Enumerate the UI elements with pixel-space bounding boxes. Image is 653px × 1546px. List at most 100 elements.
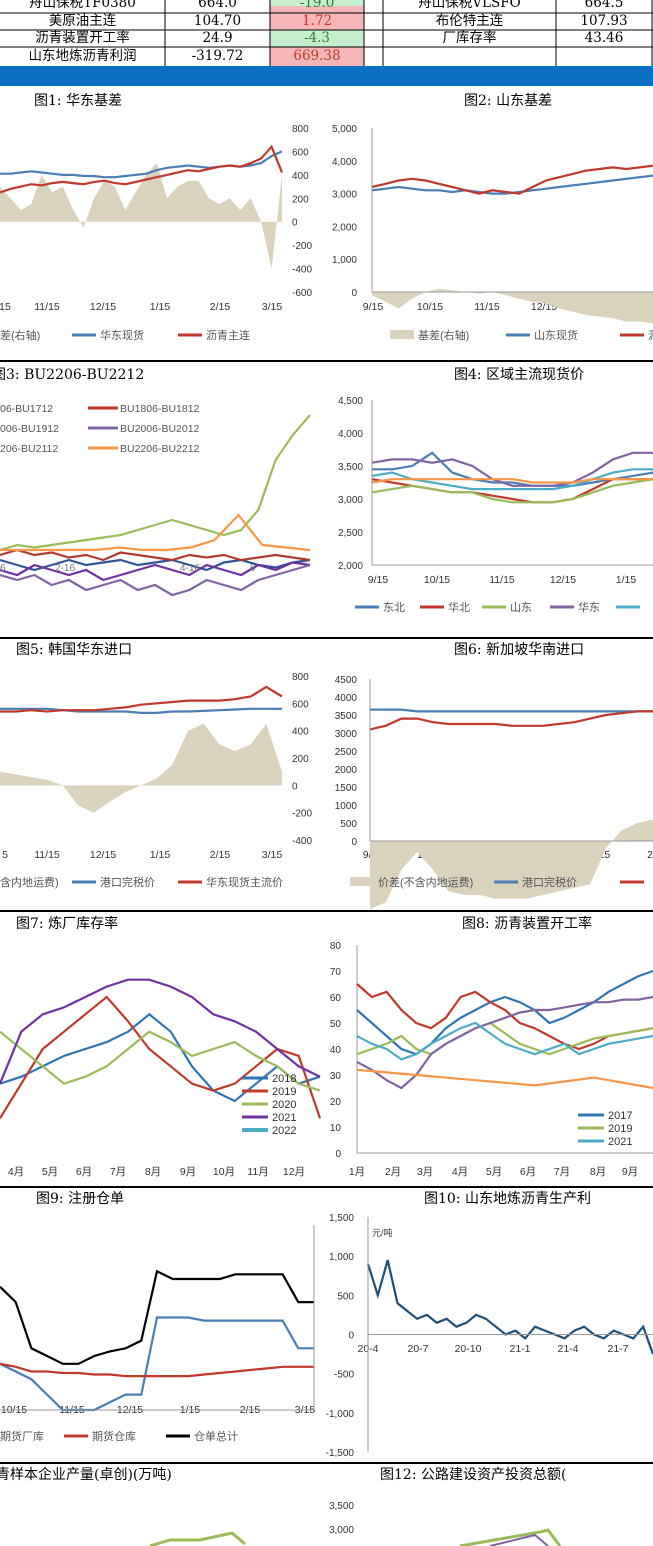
fig8-ytick: 10 [330, 1123, 342, 1134]
fig5-xtick: 1/15 [150, 849, 171, 861]
fig10-xtick: 21-4 [557, 1343, 578, 1355]
fig5-ytick: 400 [292, 727, 309, 738]
fig10-xtick: 20-10 [455, 1343, 482, 1355]
fig10-ytick: -1,500 [326, 1448, 355, 1459]
cell-r0-value: 664.0 [198, 0, 237, 11]
fig1-ytick: 600 [292, 147, 309, 158]
table-grid [0, 0, 653, 66]
fig6-ytick: 4000 [335, 693, 358, 704]
fig6-legend-label: 港口完税价 [522, 875, 577, 889]
fig4-line-series [371, 478, 653, 484]
fig4-ytick: 4,000 [338, 429, 363, 440]
fig8-ytick: 20 [330, 1097, 342, 1108]
fig12-line-series-2 [489, 1533, 549, 1546]
fig4-legend-label: 华东 [578, 600, 600, 614]
fig1-line-series [0, 144, 284, 194]
fig10-xtick: 21-1 [509, 1343, 530, 1355]
fig10-title: 图10: 山东地炼沥青生产利 [424, 1191, 591, 1207]
fig10-ytick: 0 [348, 1331, 354, 1342]
fig7-legend-label: 2019 [272, 1086, 296, 1098]
fig3-line-series [0, 414, 311, 552]
fig5-legend-label: 港口完税价 [100, 875, 155, 889]
fig10-ytick: 1,500 [329, 1213, 354, 1224]
separator [0, 1462, 653, 1464]
fig6-axes: 4500400035003000250020001500100050009/15… [335, 675, 653, 861]
fig9-legend-label: 期货厂库 [0, 1429, 44, 1443]
fig6-legend-label: 价差(不含内地运费) [378, 875, 473, 889]
fig8-ytick: 70 [330, 967, 342, 978]
fig8-line-series [356, 983, 653, 1051]
fig6-legend-swatch [350, 877, 374, 886]
fig5-xtick: 2/15 [210, 849, 231, 861]
fig7-legend-label: 2018 [272, 1073, 296, 1085]
fig5-title: 图5: 韩国华东进口 [16, 642, 133, 658]
cell-r0-change: -19.0 [299, 0, 335, 11]
fig4-title: 图4: 区域主流现货价 [454, 367, 585, 383]
cell-r3-change: 669.38 [293, 48, 341, 64]
fig7-line-series [0, 995, 322, 1119]
fig1-xtick: 15 [0, 301, 11, 313]
fig7-xtick: 4月 [8, 1166, 24, 1178]
fig8-xtick: 6月 [520, 1166, 536, 1178]
fig10-ytick: 1,000 [329, 1252, 354, 1263]
fig9-legend: 期货厂库 期货仓库 仓单总计 [0, 1429, 238, 1443]
fig1-ytick: -200 [292, 241, 312, 252]
fig4-xtick: 9/15 [368, 574, 389, 586]
fig3-line-series [0, 561, 311, 582]
fig7-legend-label: 2022 [272, 1125, 296, 1137]
fig3-legend-label: 006-BU1912 [0, 423, 59, 435]
fig5-ytick: -400 [292, 836, 312, 847]
cell-r1-change: 1.72 [301, 13, 333, 29]
fig2-axes: 5,000 4,000 3,000 2,000 1,000 0 9/15 10/15 11/15… [332, 124, 653, 313]
fig4-ytick: 3,500 [338, 462, 363, 473]
fig4-xtick: 12/15 [550, 574, 576, 586]
fig10-unit: 元/吨 [372, 1227, 393, 1238]
banner-bar [0, 66, 653, 86]
fig1-ytick: -400 [292, 265, 312, 276]
fig6-line-series [369, 710, 653, 731]
fig11-line-series [149, 1531, 246, 1546]
fig4-xtick: 11/15 [489, 574, 515, 586]
change-cell-bg-down-2 [270, 30, 364, 47]
fig2-xtick: 11/15 [474, 301, 500, 313]
fig4-line-series [371, 451, 653, 487]
cell-r0-rvalue: 664.5 [584, 0, 624, 11]
fig5-ytick: 800 [292, 672, 309, 683]
fig7-xtick: 10月 [213, 1166, 235, 1178]
fig8-legend-label: 2019 [608, 1123, 632, 1135]
fig4-legend: 东北 华北 山东 华东 [355, 600, 640, 614]
fig6-ytick: 500 [340, 819, 357, 830]
fig2-ytick: 0 [351, 288, 357, 299]
fig3-legend: 06-BU1712 BU1806-BU1812 006-BU1912 BU2006-B… [0, 403, 200, 455]
fig1-ytick: 800 [292, 124, 309, 135]
fig7-xtick: 8月 [145, 1166, 161, 1178]
fig3-xtick: 2-16 [55, 563, 75, 574]
fig2-ytick: 4,000 [332, 157, 357, 168]
fig6-ytick: 1000 [335, 801, 358, 812]
fig1-ytick: 400 [292, 171, 309, 182]
fig1-legend-label: 差(右轴) [0, 328, 40, 342]
fig2-legend-label: 山东现货 [534, 328, 578, 342]
fig4-legend-label: 华北 [448, 600, 470, 614]
fig6-ytick: 0 [351, 837, 357, 848]
fig10-xtick: 21-7 [607, 1343, 628, 1355]
fig2-ytick: 2,000 [332, 222, 357, 233]
data-table: 舟山保税TF0380 664.0 -19.0 舟山保税VLSFO 664.5 美… [0, 0, 653, 66]
fig3-legend-label: 206-BU2112 [0, 443, 58, 455]
cell-r2-rlabel: 厂库存率 [442, 30, 497, 46]
cell-r2-label: 沥青装置开工率 [35, 30, 130, 46]
fig3-legend-label: 06-BU1712 [0, 403, 53, 415]
fig2-legend: 基差(右轴) 山东现货 沥 [390, 328, 653, 342]
fig8-ytick: 60 [330, 993, 342, 1004]
fig6-ytick: 3000 [335, 729, 358, 740]
fig7-axes: 4月 5月 6月 7月 8月 9月 10月 11月 12月 [8, 1166, 305, 1178]
fig9-title: 图9: 注册仓单 [36, 1191, 125, 1207]
fig5-legend-label: 含内地运费) [0, 875, 59, 889]
fig1-xtick: 1/15 [150, 301, 171, 313]
fig8-xtick: 5月 [486, 1166, 502, 1178]
fig3-legend-label: BU2206-BU2212 [120, 443, 200, 455]
fig8-xtick: 3月 [417, 1166, 433, 1178]
fig5-xtick: 3/15 [262, 849, 283, 861]
fig2-xtick: 10/15 [417, 301, 443, 313]
fig6-ytick: 2000 [335, 765, 358, 776]
